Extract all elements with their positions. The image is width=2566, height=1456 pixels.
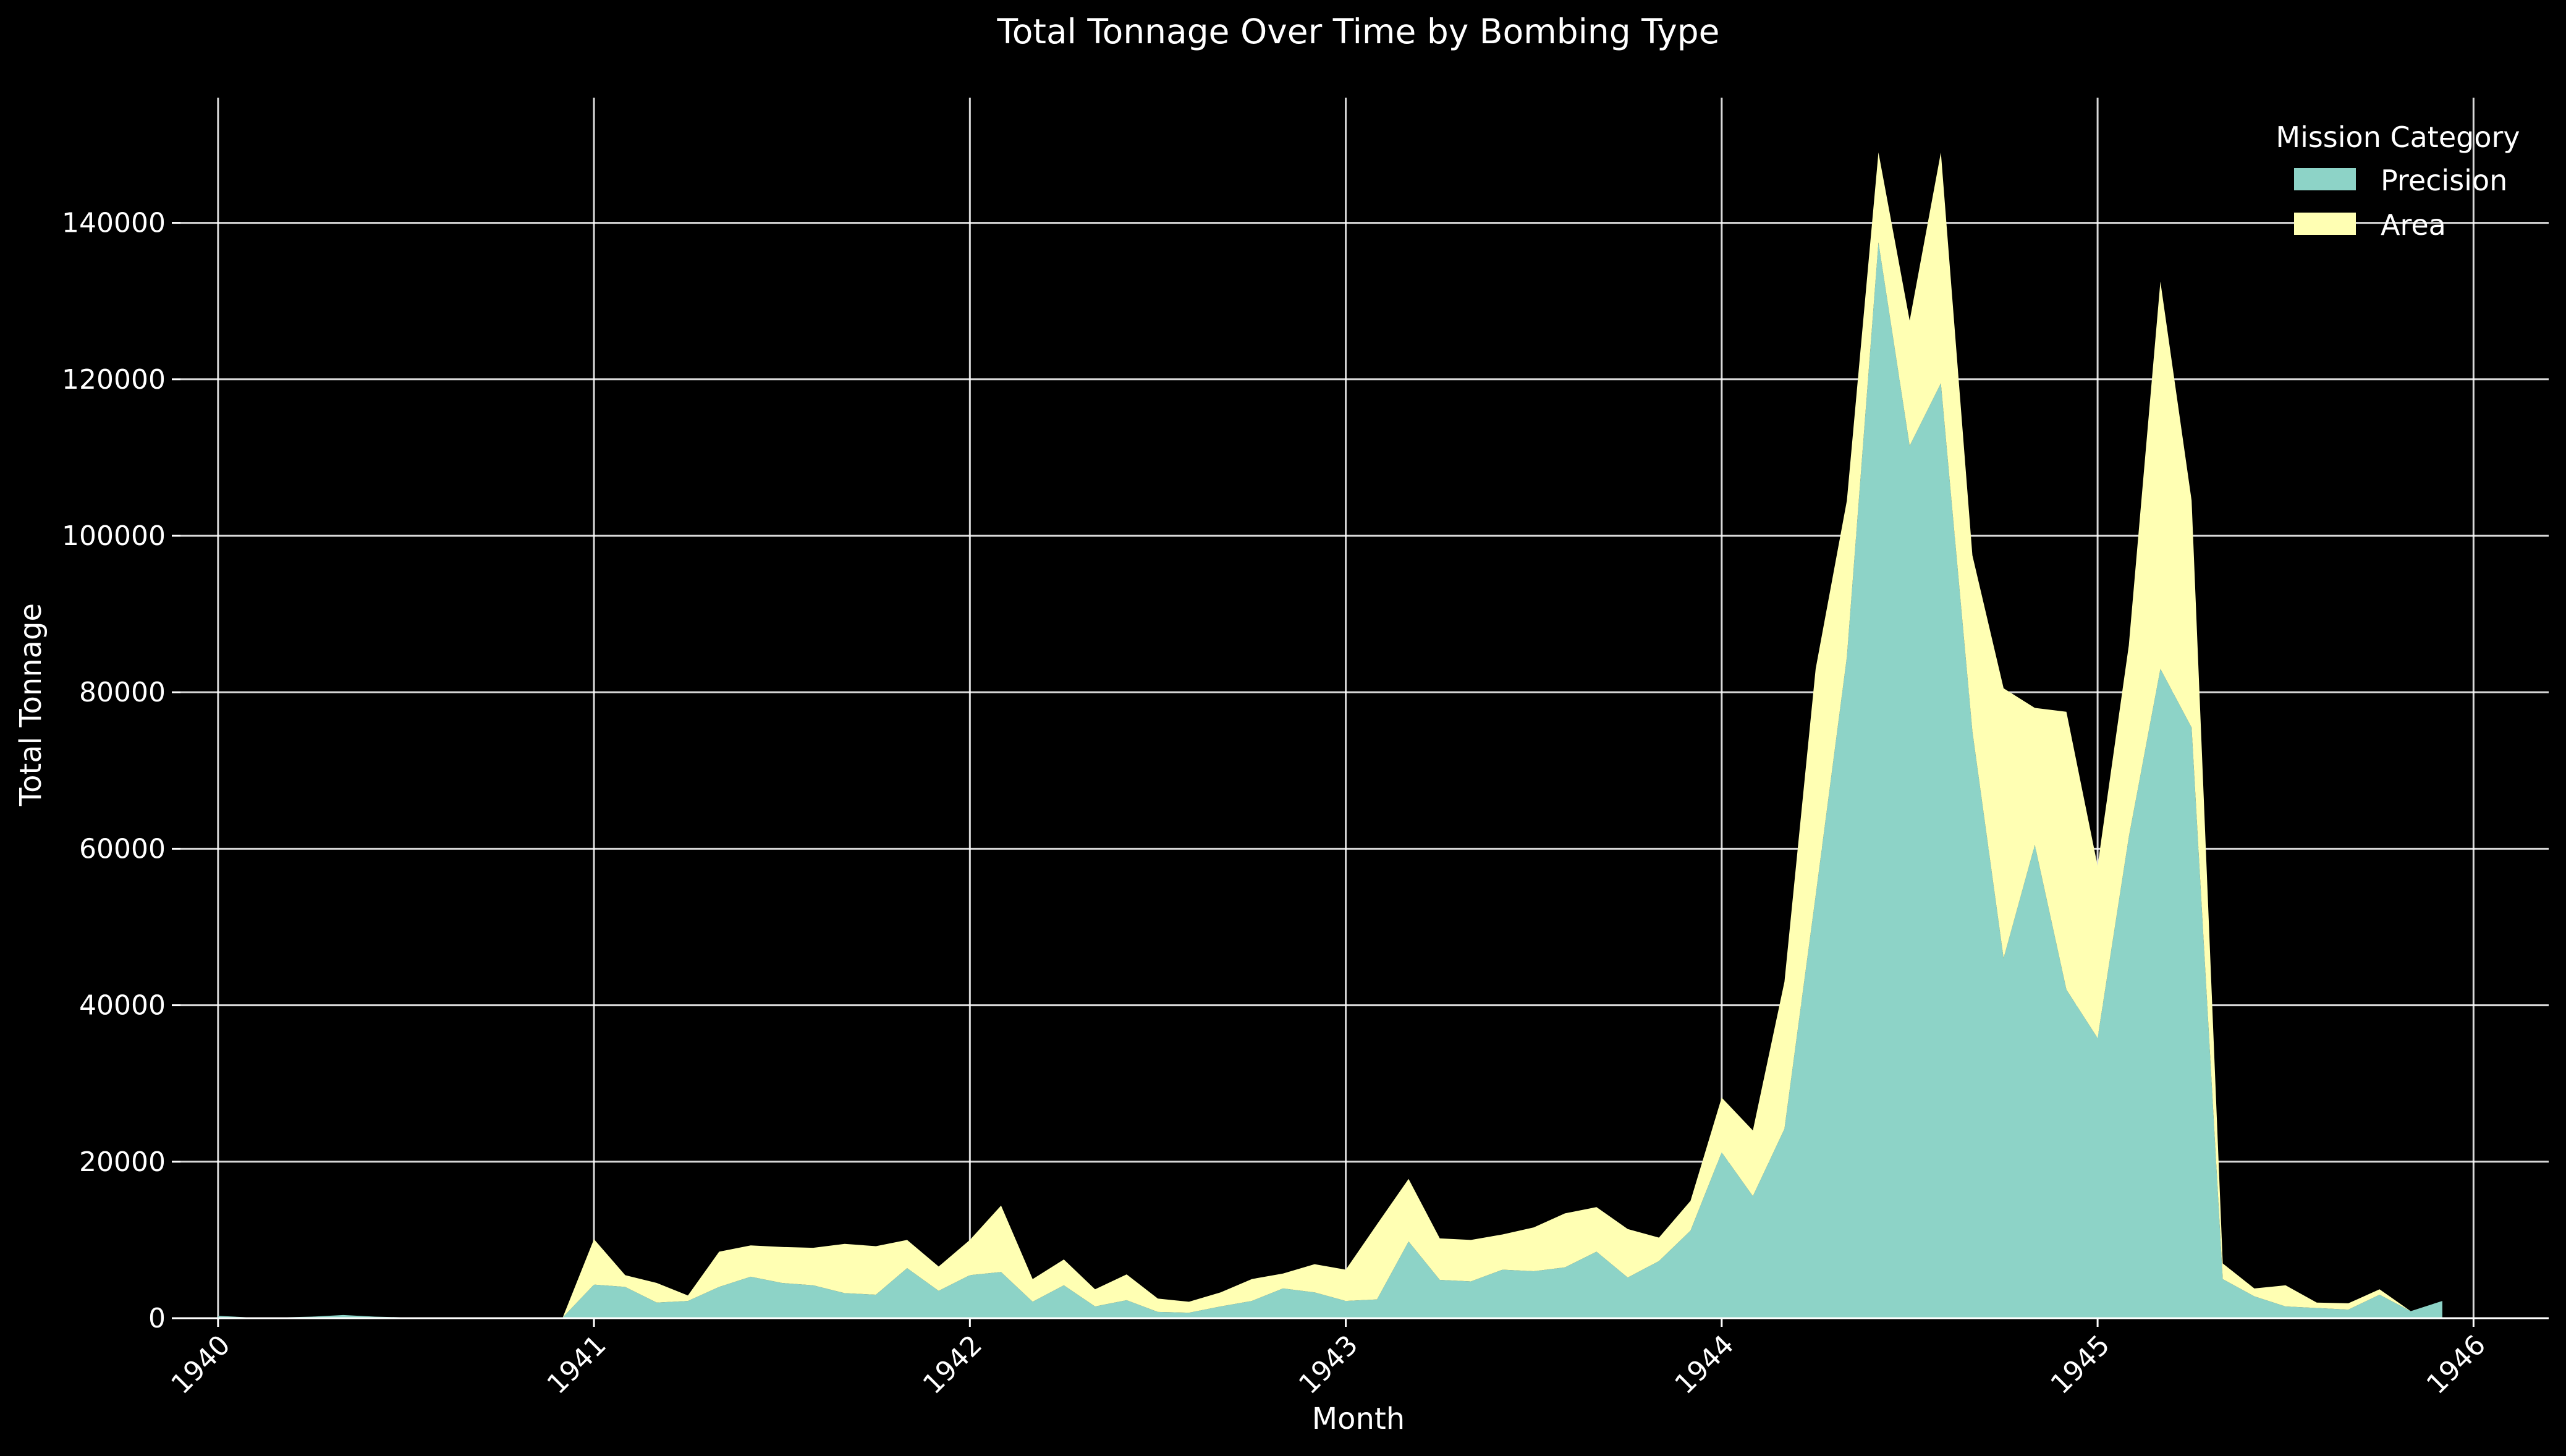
area-series-area	[218, 152, 2442, 1318]
y-tick-label: 60000	[79, 833, 166, 865]
y-tick-label: 20000	[79, 1146, 166, 1178]
y-tick-label: 40000	[79, 990, 166, 1022]
area-series-precision	[218, 242, 2442, 1319]
grid	[180, 98, 2549, 1318]
legend-swatch-precision	[2294, 168, 2356, 190]
x-axis-label: Month	[1312, 1402, 1405, 1436]
y-tick-label: 100000	[62, 520, 166, 552]
chart-title: Total Tonnage Over Time by Bombing Type	[996, 12, 1719, 51]
y-tick-label: 0	[148, 1303, 166, 1334]
y-tick-label: 80000	[79, 677, 166, 708]
legend-label-precision: Precision	[2381, 164, 2507, 197]
y-tick-label: 140000	[62, 208, 166, 239]
y-tick-label: 120000	[62, 364, 166, 396]
legend: Mission Category Precision Area	[2276, 121, 2520, 242]
legend-title: Mission Category	[2276, 121, 2520, 154]
legend-label-area: Area	[2381, 208, 2446, 242]
y-axis-label: Total Tonnage	[14, 603, 48, 806]
areas	[218, 152, 2442, 1319]
legend-swatch-area	[2294, 213, 2356, 235]
